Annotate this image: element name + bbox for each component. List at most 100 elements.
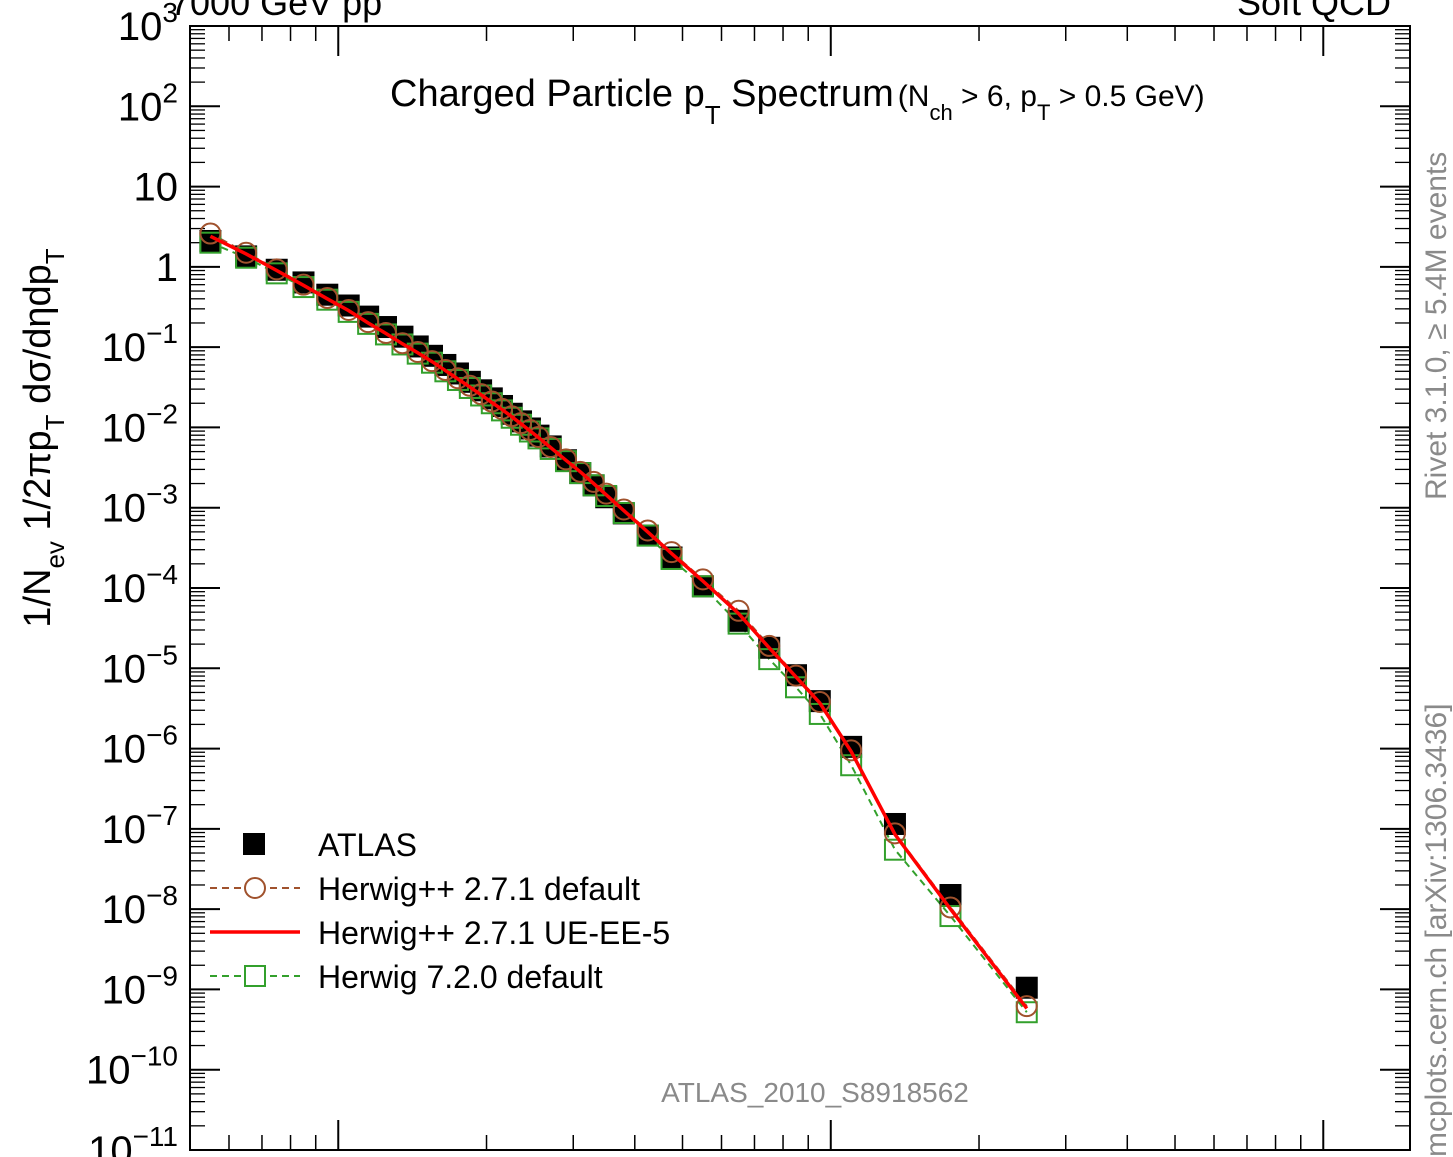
y-tick-label: 10−10	[86, 1041, 178, 1093]
y-tick-label-exponent: −4	[146, 559, 178, 590]
herwig720-default-point	[691, 575, 714, 598]
legend: ATLAS Herwig++ 2.7.1 default Herwig++ 2.7.…	[210, 827, 670, 995]
y-tick-label-base: 10	[118, 85, 163, 129]
herwig271-default-point	[582, 470, 605, 493]
ylabel-part-a: 1/N	[17, 569, 59, 628]
legend-entry-3-label: Herwig 7.2.0 default	[318, 959, 603, 995]
atlas-data-point	[357, 305, 380, 328]
ylabel-part-c-subscript: T	[40, 248, 70, 264]
herwig720-default-point	[1015, 1001, 1038, 1024]
herwig271-default-point	[660, 541, 683, 564]
title-condition-b-subscript: T	[1037, 100, 1050, 125]
ylabel-part-c: dσ/dηdp	[17, 264, 59, 414]
y-tick-label-exponent: −8	[146, 880, 178, 911]
herwig271-default-point	[883, 822, 906, 845]
y-tick-label-base: 10	[102, 487, 147, 531]
y-tick-label: 10−9	[102, 960, 178, 1012]
y-tick-label-base: 10	[102, 326, 147, 370]
y-tick-label: 10−5	[102, 639, 178, 691]
atlas-data-point	[1015, 976, 1038, 999]
series-layer	[199, 222, 1038, 1024]
y-tick-label: 10	[134, 166, 179, 210]
legend-entry-1-label: Herwig++ 2.7.1 default	[318, 871, 640, 907]
herwig720-default-point	[636, 524, 659, 547]
y-tick-label-base: 10	[102, 647, 147, 691]
rivet-version-label: Rivet 3.1.0, ≥ 5.4M events	[1420, 151, 1453, 500]
y-tick-label: 10−7	[102, 800, 178, 852]
y-tick-label-exponent: −5	[146, 639, 178, 670]
herwig271-default-point	[374, 322, 397, 345]
series-line-herwig271-ueee5	[209, 234, 1029, 1010]
atlas-data-point	[660, 546, 683, 569]
y-axis-label: 1/Nev 1/2πpT dσ/dηdpT	[17, 248, 70, 627]
herwig271-default-point	[337, 299, 360, 322]
atlas-data-point	[636, 524, 659, 547]
herwig720-default-point	[660, 547, 683, 570]
herwig720-default-point	[840, 754, 863, 777]
y-tick-label-exponent: −3	[146, 479, 178, 510]
y-tick-label-base: 10	[102, 406, 147, 450]
herwig271-default-point	[758, 634, 781, 657]
title-main-rest: Spectrum	[721, 73, 894, 115]
ylabel-part-a-subscript: ev	[40, 541, 70, 568]
atlas-data-point	[199, 229, 222, 252]
herwig271-default-point	[808, 691, 831, 714]
herwig271-default-point	[1015, 995, 1038, 1018]
herwig271-default-point	[691, 568, 714, 591]
herwig271-default-point	[316, 286, 339, 309]
y-tick-label-base: 1	[156, 246, 178, 290]
y-tick-label: 103	[118, 0, 178, 49]
y-tick-label-base: 10	[102, 567, 147, 611]
herwig271-default-point	[458, 374, 481, 397]
title-condition-a-subscript: ch	[929, 100, 952, 125]
title-main: Charged Particle p	[390, 73, 705, 115]
ylabel-part-b-subscript: T	[40, 414, 70, 430]
herwig271-default-point	[636, 519, 659, 542]
y-tick-label-exponent: −2	[146, 398, 178, 429]
y-tick-label-base: 10	[118, 5, 163, 49]
legend-entry-0-marker	[243, 833, 265, 855]
herwig720-default-point	[939, 905, 962, 928]
y-tick-label: 10−4	[102, 559, 178, 611]
y-tick-label: 10−8	[102, 880, 178, 932]
y-tick-label: 10−2	[102, 398, 178, 450]
analysis-label: ATLAS_2010_S8918562	[661, 1077, 969, 1108]
y-tick-label-base: 10	[102, 968, 147, 1012]
svg-text:1/Nev 1/2πpT dσ/dηdpT: 1/Nev 1/2πpT dσ/dηdpT	[17, 248, 70, 627]
ylabel-part-b: 1/2πp	[17, 430, 59, 541]
herwig271-default-point	[595, 482, 618, 505]
y-tick-label: 102	[118, 77, 178, 129]
herwig271-default-point	[199, 222, 222, 245]
x-axis-ticks	[189, 26, 1325, 1150]
y-tick-label: 10−11	[88, 1121, 178, 1157]
y-axis-ticks: 10310210110−110−210−310−410−510−610−710−…	[86, 0, 1410, 1157]
y-tick-label-exponent: −6	[146, 720, 178, 751]
y-tick-label: 10−1	[102, 318, 178, 370]
y-tick-label-exponent: 3	[162, 0, 178, 28]
y-tick-label-exponent: −1	[146, 318, 178, 349]
y-tick-label-base: 10	[102, 808, 147, 852]
y-tick-label-base: 10	[134, 166, 179, 210]
herwig271-default-point	[612, 498, 635, 521]
herwig271-default-point	[939, 896, 962, 919]
atlas-data-point	[337, 294, 360, 317]
legend-entry-2-label: Herwig++ 2.7.1 UE-EE-5	[318, 915, 670, 951]
y-tick-label-base: 10	[102, 888, 147, 932]
title-condition-a: (N	[898, 80, 930, 113]
title-main-subscript: T	[705, 100, 721, 130]
title-condition-c: > 0.5 GeV)	[1050, 80, 1204, 113]
legend-entry-0-label: ATLAS	[318, 827, 417, 863]
y-tick-label-exponent: 2	[162, 77, 178, 108]
legend-entry-3-marker	[244, 965, 266, 987]
herwig271-default-point	[357, 311, 380, 334]
y-tick-label-exponent: −11	[133, 1121, 178, 1152]
header-right-label: Soft QCD	[1236, 0, 1391, 23]
herwig271-default-point	[235, 241, 258, 264]
y-tick-label-exponent: −7	[146, 800, 178, 831]
y-tick-label-base: 10	[86, 1049, 131, 1093]
herwig271-default-point	[554, 448, 577, 471]
mcplots-source-label: mcplots.cern.ch [arXiv:1306.3436]	[1420, 703, 1453, 1157]
y-tick-label: 1	[156, 246, 178, 290]
y-tick-label-exponent: −10	[131, 1041, 179, 1072]
